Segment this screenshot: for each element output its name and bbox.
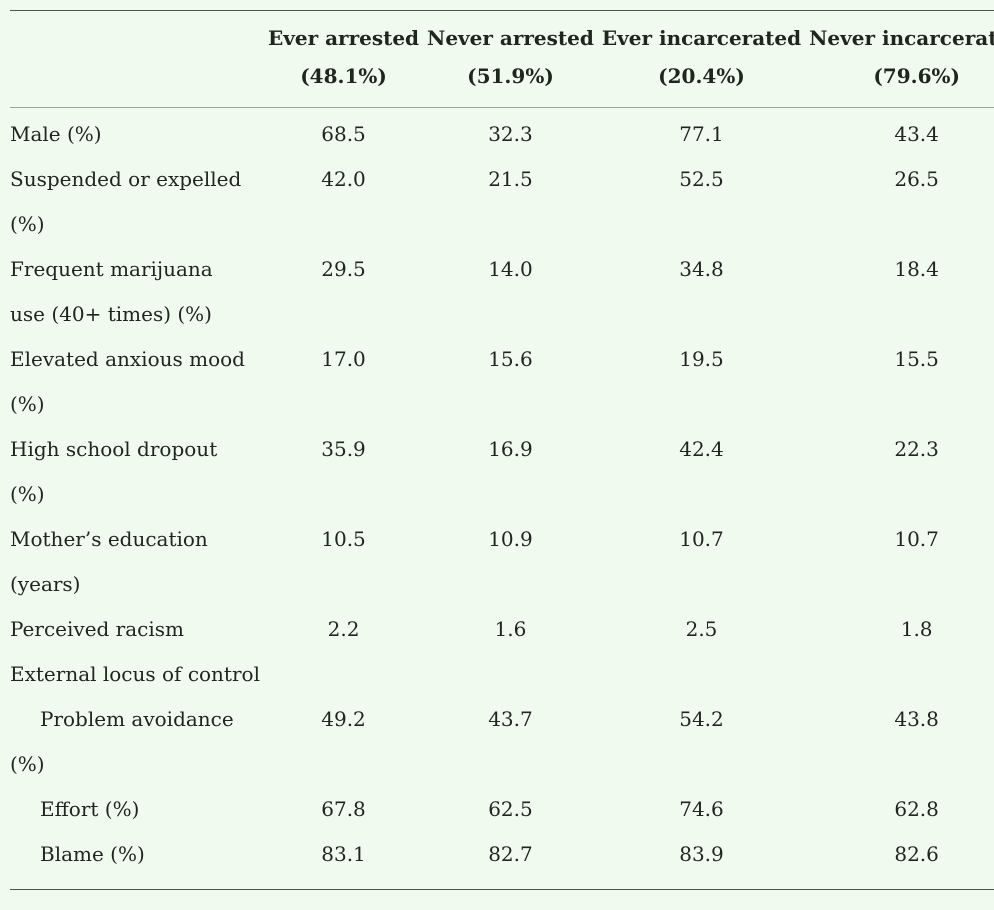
row-value: 74.6 — [679, 797, 724, 821]
row-value: 21.5 — [488, 167, 533, 191]
row-value: 35.9 — [321, 437, 366, 461]
row-value: 82.7 — [488, 842, 533, 866]
table-row: Effort (%) 67.8 62.5 74.6 62.8 — [10, 787, 994, 832]
row-value: 10.9 — [488, 527, 533, 551]
row-value: 10.7 — [894, 527, 939, 551]
header-percent: (48.1%) — [300, 64, 387, 88]
row-label: High school dropout (%) — [10, 437, 218, 506]
row-label: External locus of control — [10, 662, 260, 686]
row-label: Blame (%) — [40, 842, 145, 866]
row-value — [598, 652, 805, 697]
header-label: Never arrested — [427, 26, 594, 50]
row-value: 62.8 — [894, 797, 939, 821]
row-value: 15.5 — [894, 347, 939, 371]
row-value: 43.7 — [488, 707, 533, 731]
table-row: Perceived racism 2.2 1.6 2.5 1.8 — [10, 607, 994, 652]
header-label: Ever incarcerated — [601, 26, 802, 50]
table-row: High school dropout (%) 35.9 16.9 42.4 2… — [10, 427, 994, 517]
table-row: Male (%) 68.5 32.3 77.1 43.4 — [10, 108, 994, 158]
table-container: Ever arrested (48.1%) Never arrested (51… — [10, 10, 994, 890]
row-value: 1.8 — [900, 617, 933, 641]
row-value — [423, 652, 598, 697]
row-label: Effort (%) — [40, 797, 140, 821]
header-label: Never incarcerated — [809, 26, 994, 50]
row-value: 67.8 — [321, 797, 366, 821]
row-value: 62.5 — [488, 797, 533, 821]
column-header-never-incarcerated: Never incarcerated (79.6%) — [805, 10, 994, 108]
table-row: Suspended or expelled (%) 42.0 21.5 52.5… — [10, 157, 994, 247]
row-value: 77.1 — [679, 122, 724, 146]
row-value: 26.5 — [894, 167, 939, 191]
row-value: 2.5 — [685, 617, 718, 641]
column-header-row-labels — [10, 10, 264, 108]
column-header-ever-arrested: Ever arrested (48.1%) — [263, 10, 424, 108]
table-row: External locus of control — [10, 652, 994, 697]
column-header-never-arrested: Never arrested (51.9%) — [423, 10, 598, 108]
table-row: Elevated anxious mood (%) 17.0 15.6 19.5… — [10, 337, 994, 427]
row-value: 32.3 — [488, 122, 533, 146]
row-value: 54.2 — [679, 707, 724, 731]
row-label: Problem avoidance (%) — [10, 707, 234, 776]
row-value: 52.5 — [679, 167, 724, 191]
row-value — [805, 652, 994, 697]
header-label: Ever arrested — [267, 26, 420, 50]
row-value: 16.9 — [488, 437, 533, 461]
row-value: 43.4 — [894, 122, 939, 146]
row-value: 18.4 — [894, 257, 939, 281]
table-body: Male (%) 68.5 32.3 77.1 43.4 Suspended o… — [10, 108, 994, 890]
row-value: 19.5 — [679, 347, 724, 371]
row-value: 83.9 — [679, 842, 724, 866]
row-value: 10.7 — [679, 527, 724, 551]
header-percent: (51.9%) — [467, 64, 554, 88]
summary-statistics-table: Ever arrested (48.1%) Never arrested (51… — [10, 10, 994, 890]
row-value: 10.5 — [321, 527, 366, 551]
row-value: 68.5 — [321, 122, 366, 146]
table-header: Ever arrested (48.1%) Never arrested (51… — [10, 10, 994, 108]
table-row: Frequent marijuana use (40+ times) (%) 2… — [10, 247, 994, 337]
row-value: 1.6 — [494, 617, 527, 641]
row-value: 43.8 — [894, 707, 939, 731]
header-percent: (20.4%) — [658, 64, 745, 88]
column-header-ever-incarcerated: Ever incarcerated (20.4%) — [597, 10, 806, 108]
row-value: 42.4 — [679, 437, 724, 461]
row-value: 2.2 — [327, 617, 360, 641]
header-row: Ever arrested (48.1%) Never arrested (51… — [10, 10, 994, 108]
row-label: Perceived racism — [10, 617, 184, 641]
row-value — [264, 652, 423, 697]
row-label: Male (%) — [10, 122, 102, 146]
row-value: 49.2 — [321, 707, 366, 731]
row-value: 22.3 — [894, 437, 939, 461]
row-value: 83.1 — [321, 842, 366, 866]
row-value: 82.6 — [894, 842, 939, 866]
row-value: 42.0 — [321, 167, 366, 191]
row-value: 29.5 — [321, 257, 366, 281]
row-label: Elevated anxious mood (%) — [10, 347, 245, 416]
row-value: 17.0 — [321, 347, 366, 371]
row-value: 15.6 — [488, 347, 533, 371]
row-label: Frequent marijuana use (40+ times) (%) — [10, 257, 213, 326]
header-percent: (79.6%) — [873, 64, 960, 88]
row-label: Mother’s education (years) — [10, 527, 208, 596]
table-row: Problem avoidance (%) 49.2 43.7 54.2 43.… — [10, 697, 994, 787]
row-value: 34.8 — [679, 257, 724, 281]
row-value: 14.0 — [488, 257, 533, 281]
row-label: Suspended or expelled (%) — [10, 167, 242, 236]
table-row: Blame (%) 83.1 82.7 83.9 82.6 — [10, 832, 994, 890]
table-row: Mother’s education (years) 10.5 10.9 10.… — [10, 517, 994, 607]
